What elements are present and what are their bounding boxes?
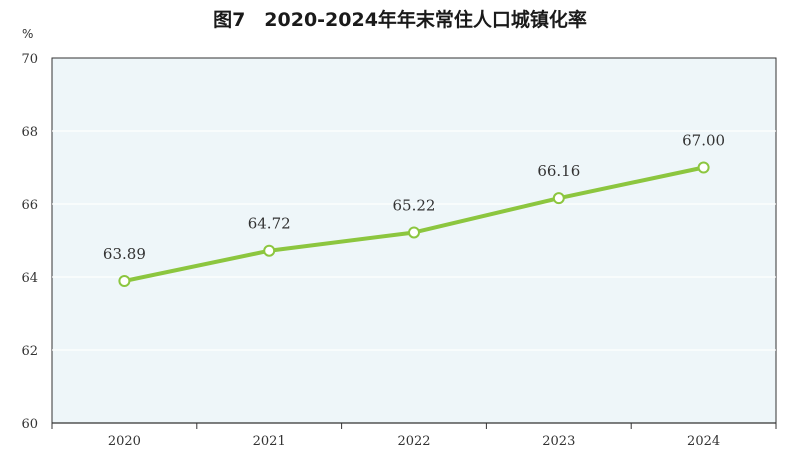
x-axis: 2020 2021 2022 2023 2024	[51, 422, 777, 449]
x-tick-label: 2021	[253, 434, 286, 449]
data-label: 66.16	[537, 162, 580, 180]
x-tick-label: 2022	[397, 434, 430, 449]
y-tick-label: 64	[21, 271, 38, 286]
x-tick-label: 2020	[108, 434, 141, 449]
y-axis-ticks: 60 62 64 66 68 70	[21, 52, 38, 432]
data-point	[118, 275, 131, 288]
y-tick-label: 62	[21, 344, 38, 359]
x-tick-label: 2024	[687, 434, 720, 449]
chart-title: 图7 2020-2024年年末常住人口城镇化率	[213, 8, 587, 31]
y-axis-unit-label: %	[22, 27, 33, 41]
data-label: 64.72	[248, 215, 291, 233]
plot-area	[51, 57, 777, 424]
data-point	[263, 244, 276, 257]
data-point	[697, 161, 710, 174]
data-label: 65.22	[393, 196, 436, 214]
data-label: 63.89	[103, 245, 146, 263]
y-tick-label: 60	[21, 417, 38, 432]
y-tick-label: 70	[21, 52, 38, 67]
data-point	[552, 192, 565, 205]
y-tick-label: 68	[21, 125, 38, 140]
data-label: 67.00	[682, 132, 725, 150]
y-tick-label: 66	[21, 198, 38, 213]
data-labels: 63.89 64.72 65.22 66.16 67.00	[103, 132, 725, 264]
gridlines	[52, 130, 776, 351]
x-tick-label: 2023	[542, 434, 575, 449]
series-layer	[118, 161, 710, 288]
data-point	[408, 226, 420, 239]
